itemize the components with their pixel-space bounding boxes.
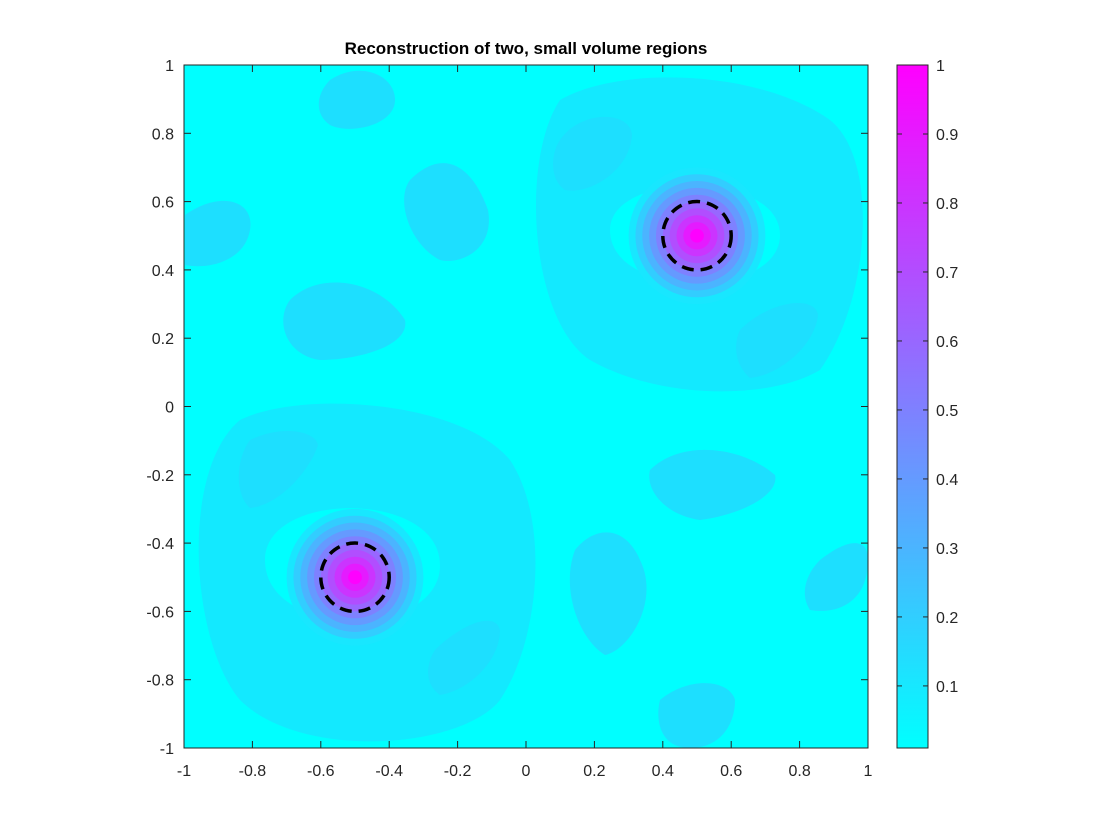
- contour-level: [690, 228, 704, 243]
- sidelobe-blob: [318, 70, 395, 129]
- x-tick-label: -0.2: [444, 763, 472, 780]
- y-tick-label: -0.4: [146, 536, 174, 553]
- x-tick-label: 0.2: [583, 763, 605, 780]
- sidelobe-blob: [804, 543, 868, 611]
- colorbar-tick-label: 0.2: [936, 610, 958, 627]
- x-tick-label: 1: [864, 763, 873, 780]
- y-tick-label: 1: [165, 58, 174, 75]
- chart-title: Reconstruction of two, small volume regi…: [345, 39, 708, 58]
- y-tick-label: -0.8: [146, 673, 174, 690]
- colorbar: [896, 64, 929, 749]
- sidelobe-blob: [649, 449, 776, 520]
- x-tick-label: -0.6: [307, 763, 335, 780]
- colorbar-tick-label: 0.9: [936, 127, 958, 144]
- y-tick-label: 0.6: [152, 195, 174, 212]
- sidelobe-blob: [283, 282, 406, 360]
- sidelobe-blob: [185, 200, 251, 267]
- sidelobe-blob: [658, 683, 735, 748]
- y-tick-label: -0.2: [146, 468, 174, 485]
- y-tick-label: -0.6: [146, 604, 174, 621]
- y-axis: -1 -0.8 -0.6 -0.4 -0.2 0 0.2 0.4 0.6 0.8 1: [146, 58, 868, 758]
- colorbar-tick-label: 1: [936, 58, 945, 75]
- x-tick-label: 0: [522, 763, 531, 780]
- true-region-circle: [319, 541, 391, 614]
- colorbar-tick-label: 0.4: [936, 472, 958, 489]
- sidelobe-blob: [238, 430, 318, 508]
- sidelobe-blob: [404, 163, 489, 261]
- sidelobe-blob: [569, 532, 647, 655]
- colorbar-tick-label: 0.8: [936, 196, 958, 213]
- x-tick-label: -0.8: [239, 763, 267, 780]
- colorbar-ticks: 0.1 0.2 0.3 0.4 0.5 0.6 0.7 0.8 0.9 1: [897, 58, 958, 696]
- x-tick-label: 0.4: [652, 763, 674, 780]
- colorbar-tick-label: 0.3: [936, 541, 958, 558]
- sidelobe-blob: [428, 620, 500, 695]
- y-tick-label: 0.8: [152, 126, 174, 143]
- colorbar-tick-label: 0.6: [936, 334, 958, 351]
- peak-contour-group: [628, 167, 766, 305]
- colorbar-tick-label: 0.5: [936, 403, 958, 420]
- true-regions: [319, 199, 733, 614]
- contour-level: [348, 570, 362, 585]
- x-tick-label: -1: [177, 763, 191, 780]
- y-tick-label: 0.2: [152, 331, 174, 348]
- sidelobe-blob: [553, 116, 632, 191]
- x-tick-label: 0.8: [788, 763, 810, 780]
- x-axis: -1 -0.8 -0.6 -0.4 -0.2 0 0.2 0.4 0.6 0.8 1: [177, 65, 873, 780]
- y-tick-label: -1: [160, 741, 174, 758]
- x-tick-label: -0.4: [375, 763, 403, 780]
- peak-contour-group: [286, 508, 424, 646]
- x-tick-label: 0.6: [720, 763, 742, 780]
- y-tick-label: 0.4: [152, 263, 174, 280]
- y-tick-label: 0: [165, 400, 174, 417]
- colorbar-tick-label: 0.7: [936, 265, 958, 282]
- plot-area: [184, 65, 868, 748]
- sidelobe-blob: [736, 303, 818, 378]
- true-region-circle: [661, 199, 733, 272]
- colorbar-tick-label: 0.1: [936, 679, 958, 696]
